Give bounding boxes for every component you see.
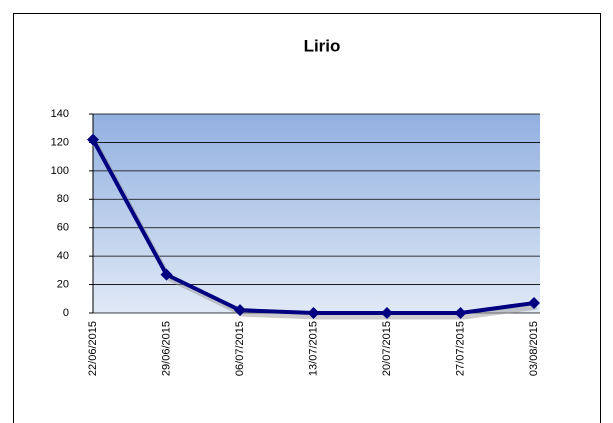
marker xyxy=(528,297,540,310)
y-tick-label: 40 xyxy=(57,250,69,262)
y-tick-label: 60 xyxy=(57,222,69,234)
marker xyxy=(307,307,320,319)
marker xyxy=(454,307,467,319)
marker xyxy=(160,268,173,281)
y-tick-label: 0 xyxy=(63,307,69,319)
y-tick-label: 120 xyxy=(51,136,69,148)
x-tick-label: 06/07/2015 xyxy=(234,321,246,376)
chart-title: Lirio xyxy=(304,36,341,55)
plot-area xyxy=(93,114,540,313)
y-tick-label: 80 xyxy=(57,193,69,205)
x-tick-label: 03/08/2015 xyxy=(528,321,540,376)
y-tick-label: 140 xyxy=(51,108,69,120)
marker xyxy=(234,304,246,317)
x-tick-label: 27/07/2015 xyxy=(454,321,466,376)
x-tick-label: 13/07/2015 xyxy=(307,321,319,376)
marker xyxy=(381,307,393,319)
x-tick-label: 29/06/2015 xyxy=(160,321,172,376)
x-tick-label: 22/06/2015 xyxy=(87,321,99,376)
y-tick-label: 20 xyxy=(57,278,69,290)
x-tick-label: 20/07/2015 xyxy=(381,321,393,376)
marker xyxy=(87,133,99,146)
line-shadow xyxy=(93,142,538,320)
y-tick-label: 100 xyxy=(51,165,69,177)
